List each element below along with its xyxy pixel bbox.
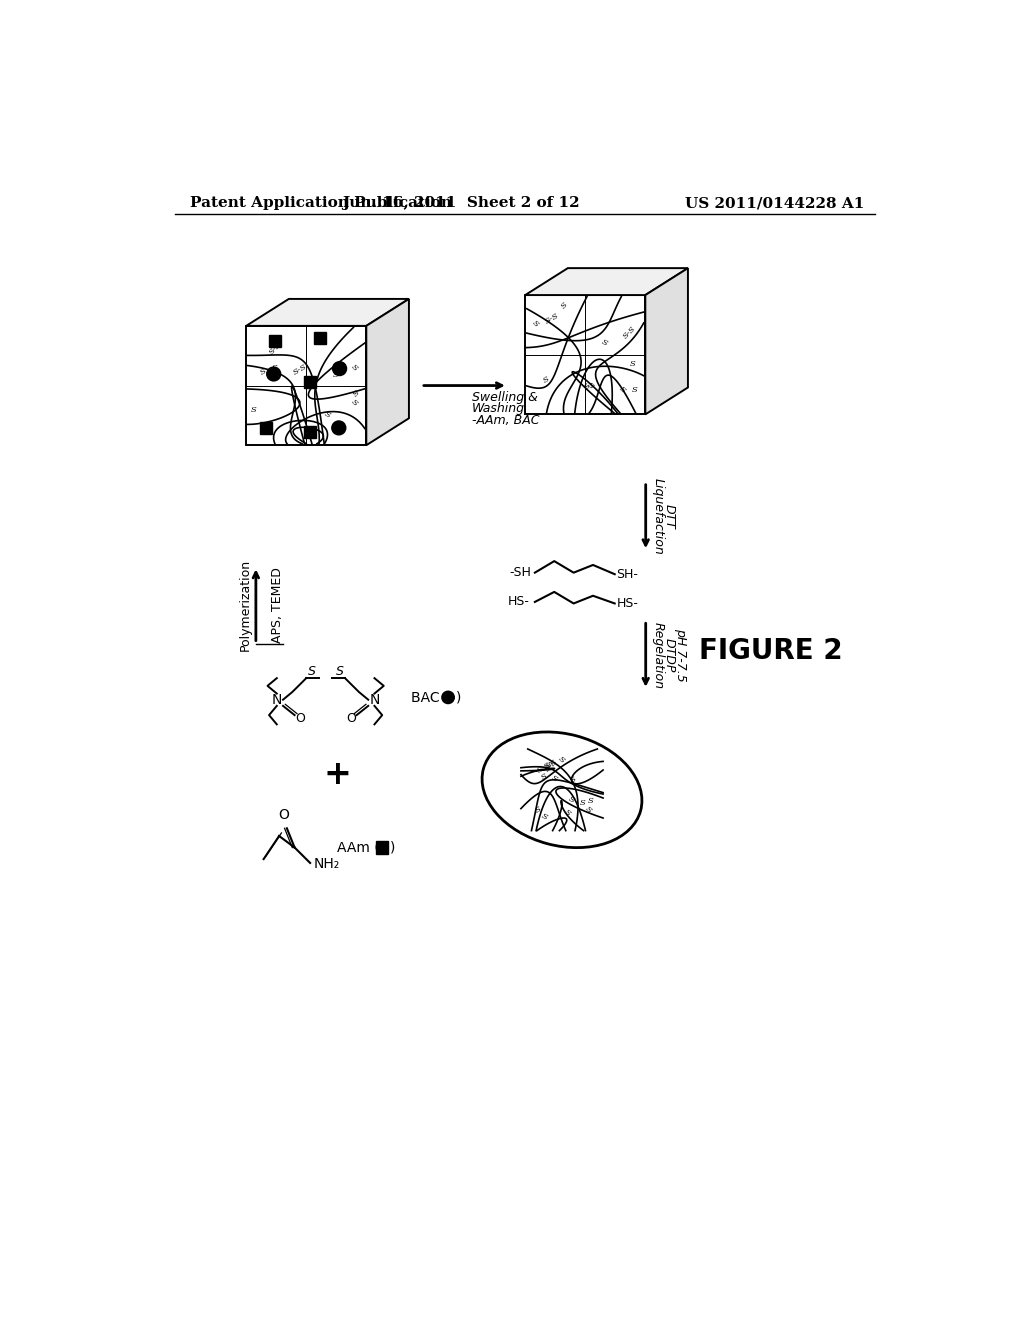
Text: S: S: [586, 380, 595, 391]
Text: S: S: [351, 388, 361, 399]
Text: S: S: [543, 759, 553, 770]
Text: S: S: [259, 367, 267, 378]
Text: N: N: [370, 693, 380, 706]
Circle shape: [333, 362, 346, 376]
Polygon shape: [367, 298, 409, 445]
Text: S-S: S-S: [622, 325, 638, 341]
Text: -SH: -SH: [509, 566, 531, 579]
Text: S-S: S-S: [268, 341, 284, 356]
Bar: [376, 841, 388, 854]
Text: S: S: [336, 665, 343, 678]
Text: NH₂: NH₂: [314, 858, 340, 871]
Text: O: O: [346, 711, 356, 725]
Text: US 2011/0144228 A1: US 2011/0144228 A1: [685, 197, 864, 210]
Polygon shape: [246, 326, 367, 445]
Text: DTT: DTT: [663, 504, 676, 529]
Text: Washing: Washing: [472, 403, 525, 416]
Bar: [269, 335, 282, 347]
Text: S: S: [580, 799, 586, 807]
Text: SH-: SH-: [616, 568, 638, 581]
Text: Jun. 16, 2011  Sheet 2 of 12: Jun. 16, 2011 Sheet 2 of 12: [342, 197, 580, 210]
Text: S: S: [583, 381, 593, 391]
Text: N: N: [271, 693, 282, 706]
Text: APS, TEMED: APS, TEMED: [271, 568, 285, 643]
Text: S: S: [542, 375, 550, 385]
Text: S: S: [251, 407, 257, 414]
Text: S: S: [562, 808, 572, 817]
Text: S-S: S-S: [543, 758, 559, 774]
Text: S: S: [540, 812, 548, 822]
Text: Liquefaction: Liquefaction: [652, 478, 665, 554]
Bar: [260, 422, 272, 434]
Text: HS-: HS-: [616, 597, 638, 610]
Text: -AAm, BAC: -AAm, BAC: [472, 413, 540, 426]
Text: pH 7-7.5: pH 7-7.5: [674, 628, 687, 682]
Text: S: S: [349, 397, 358, 407]
Text: S: S: [271, 364, 278, 372]
Text: Patent Application Publication: Patent Application Publication: [190, 197, 452, 210]
Text: S: S: [323, 409, 332, 420]
Text: S: S: [549, 774, 558, 784]
Text: S: S: [588, 797, 594, 805]
Text: BAC (: BAC (: [411, 690, 450, 705]
Text: S-S: S-S: [292, 362, 308, 376]
Bar: [314, 331, 327, 345]
Bar: [304, 376, 316, 388]
Text: FIGURE 2: FIGURE 2: [699, 638, 843, 665]
Circle shape: [442, 692, 455, 704]
Ellipse shape: [482, 733, 642, 847]
Circle shape: [266, 367, 281, 381]
Text: DTDP: DTDP: [663, 638, 676, 672]
Text: +: +: [324, 758, 351, 791]
Text: AAm (: AAm (: [337, 841, 380, 854]
Text: Swelling &: Swelling &: [472, 391, 538, 404]
Text: S: S: [632, 385, 637, 393]
Polygon shape: [525, 268, 688, 296]
Text: S: S: [349, 363, 359, 372]
Text: S: S: [530, 319, 540, 329]
Text: Regelation: Regelation: [652, 622, 665, 689]
Bar: [304, 425, 316, 438]
Text: S: S: [583, 804, 593, 814]
Text: S-S: S-S: [536, 760, 552, 775]
Text: S: S: [599, 338, 608, 347]
Polygon shape: [645, 268, 688, 414]
Circle shape: [332, 421, 346, 434]
Text: S: S: [559, 300, 569, 310]
Polygon shape: [246, 298, 409, 326]
Text: HS-: HS-: [508, 595, 529, 609]
Text: S: S: [569, 775, 579, 784]
Text: ): ): [390, 841, 395, 854]
Text: Polymerization: Polymerization: [239, 558, 252, 651]
Text: S: S: [557, 755, 566, 764]
Text: S: S: [540, 772, 548, 783]
Text: S-S: S-S: [544, 312, 560, 326]
Text: ): ): [456, 690, 461, 705]
Text: S: S: [617, 385, 628, 395]
Text: S: S: [630, 360, 636, 368]
Text: O: O: [295, 711, 305, 725]
Text: S: S: [333, 371, 339, 379]
Text: S: S: [567, 795, 577, 805]
Text: S: S: [308, 665, 315, 678]
Text: O: O: [279, 808, 289, 822]
Text: S: S: [535, 805, 543, 814]
Polygon shape: [525, 296, 645, 414]
